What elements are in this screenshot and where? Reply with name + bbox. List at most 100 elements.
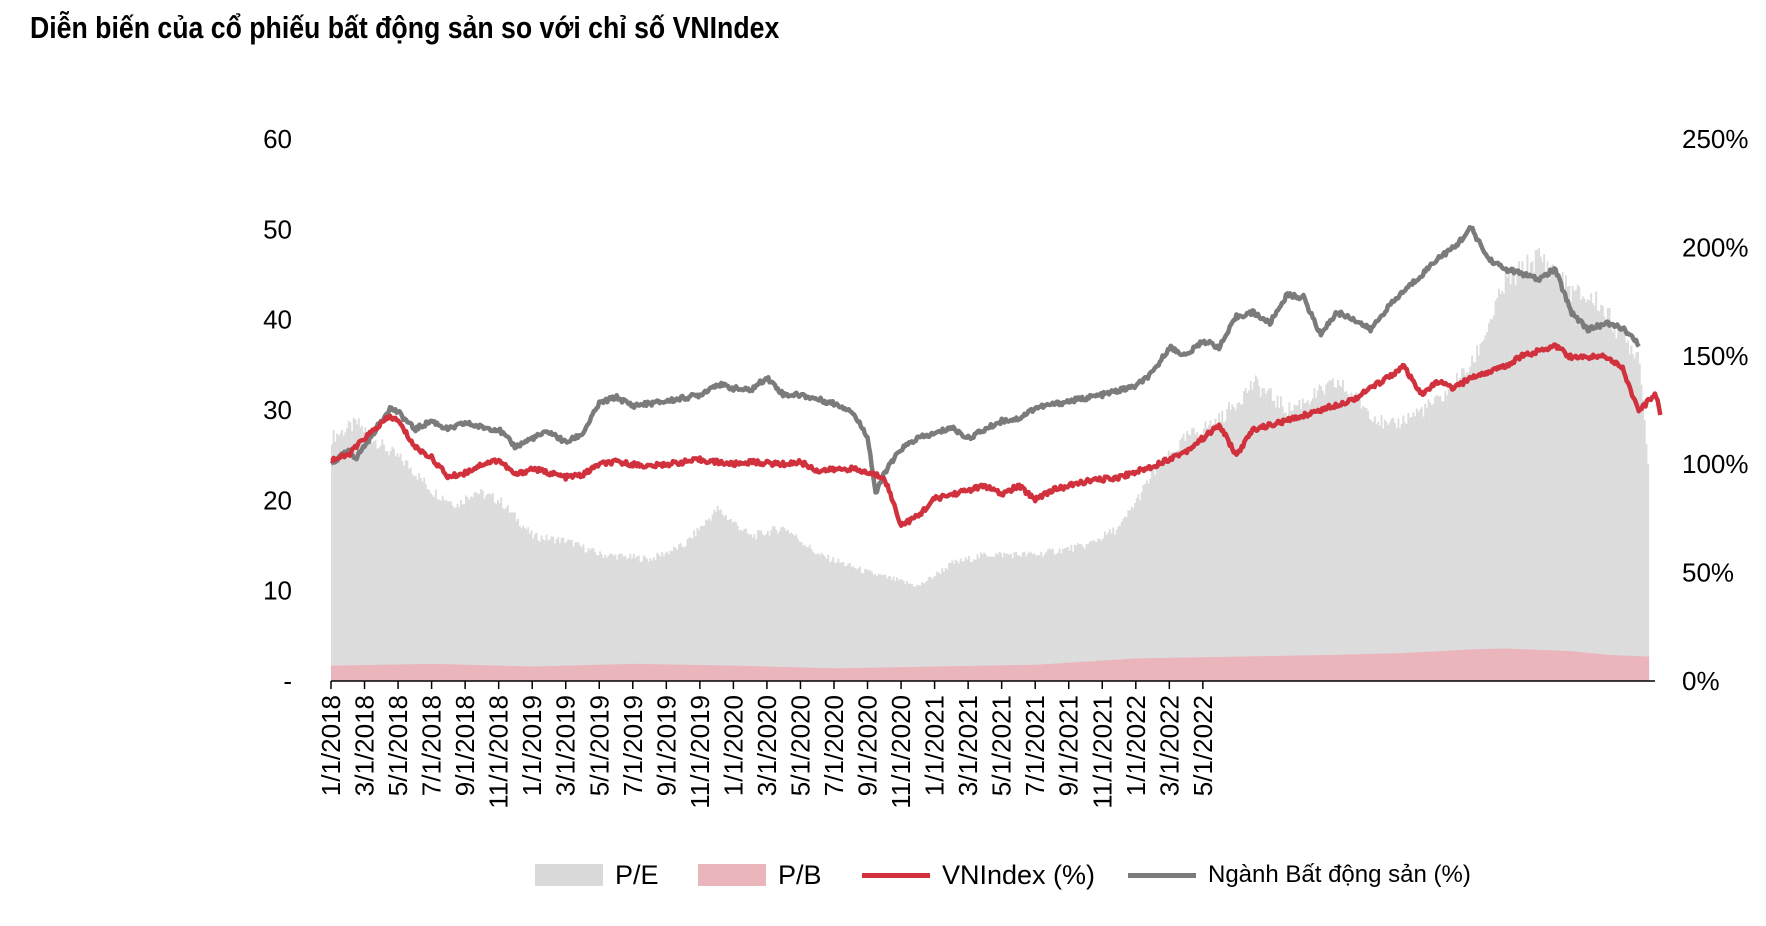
pe-bar xyxy=(1075,545,1078,681)
pb-bar xyxy=(1368,653,1371,681)
pb-bar xyxy=(1241,656,1244,681)
pb-bar xyxy=(1541,650,1544,681)
pe-bar xyxy=(1080,544,1083,681)
pb-bar xyxy=(396,664,399,681)
pe-bar xyxy=(1591,303,1594,681)
pb-bar xyxy=(1355,654,1358,681)
pb-bar xyxy=(803,667,806,681)
pe-bar xyxy=(567,539,570,681)
pb-bar xyxy=(1486,649,1489,681)
pb-bar xyxy=(860,667,863,681)
pb-bar xyxy=(562,665,565,681)
pb-bar xyxy=(631,663,633,681)
pe-bar xyxy=(963,561,965,681)
pb-bar xyxy=(1127,658,1130,681)
pe-bar xyxy=(1348,397,1351,681)
pb-bar xyxy=(461,664,464,681)
pb-bar xyxy=(1501,648,1504,681)
pe-bar xyxy=(944,568,947,681)
pe-bar xyxy=(1181,437,1183,681)
pb-bar xyxy=(798,667,801,681)
pb-bar xyxy=(723,665,726,681)
pb-bar xyxy=(698,665,701,681)
pb-bar xyxy=(874,667,877,681)
pe-bar xyxy=(512,512,514,681)
pe-bar xyxy=(1539,256,1542,681)
pb-bar xyxy=(652,664,655,681)
pe-bar xyxy=(1647,464,1650,681)
pb-bar xyxy=(991,665,994,681)
pe-bar xyxy=(820,552,823,681)
pb-bar xyxy=(1342,654,1344,681)
pb-bar xyxy=(1424,651,1427,681)
pe-bar xyxy=(1526,254,1529,681)
pb-bar xyxy=(1464,649,1467,681)
pe-bar xyxy=(1077,543,1079,681)
pb-bar xyxy=(331,665,333,681)
pb-bar xyxy=(1202,657,1205,681)
pe-bar xyxy=(1259,396,1262,681)
pb-bar xyxy=(1499,648,1502,681)
pb-bar xyxy=(1551,650,1554,681)
pb-bar xyxy=(1135,658,1138,681)
pb-bar xyxy=(1487,648,1490,681)
pe-bar xyxy=(1325,384,1328,681)
pb-bar xyxy=(1266,656,1269,681)
pb-bar xyxy=(1519,649,1522,681)
pb-bar xyxy=(1536,649,1539,681)
pe-bar xyxy=(475,492,478,681)
pb-bar xyxy=(725,665,727,681)
pb-bar xyxy=(924,666,927,681)
left-tick-label: 40 xyxy=(263,305,292,335)
pe-bar xyxy=(1112,527,1115,681)
pb-bar xyxy=(493,665,496,681)
pe-bar xyxy=(1580,299,1582,681)
pb-bar xyxy=(694,665,697,681)
pb-bar xyxy=(500,665,503,681)
pb-bar xyxy=(1169,657,1172,681)
pb-bar xyxy=(1476,649,1479,681)
pb-bar xyxy=(911,667,913,681)
pe-bar xyxy=(1635,352,1638,681)
pb-bar xyxy=(1310,655,1313,681)
pe-bar xyxy=(941,568,944,681)
pb-bar xyxy=(993,665,996,681)
pb-bar xyxy=(584,665,587,681)
pe-bar xyxy=(366,431,369,681)
pb-bar xyxy=(413,664,416,681)
pb-bar xyxy=(421,664,424,681)
pb-bar xyxy=(673,664,675,681)
pb-bar xyxy=(1075,662,1078,681)
pb-bar xyxy=(448,664,451,681)
pe-bar xyxy=(520,528,523,681)
pe-bar xyxy=(1142,484,1145,681)
pe-bar xyxy=(649,558,652,681)
pe-bar xyxy=(1269,388,1272,681)
pb-bar xyxy=(1472,649,1475,681)
pb-bar xyxy=(569,665,571,681)
pb-bar xyxy=(956,666,959,681)
pb-bar xyxy=(1610,655,1613,681)
pe-bar xyxy=(694,536,697,681)
pb-bar xyxy=(708,665,711,681)
pb-bar xyxy=(872,667,875,681)
pe-bar xyxy=(1536,249,1539,681)
pe-bar xyxy=(666,551,669,681)
pb-bar xyxy=(834,668,836,681)
pe-bar xyxy=(1498,288,1500,681)
pb-bar xyxy=(404,664,407,681)
pe-bar xyxy=(562,537,565,681)
legend-label-real-estate: Ngành Bất động sản (%) xyxy=(1208,861,1471,888)
pe-bar xyxy=(1405,424,1408,681)
pb-bar xyxy=(1632,656,1634,681)
pb-bar xyxy=(877,667,880,681)
pe-bar xyxy=(850,566,853,681)
pe-bar xyxy=(1365,407,1368,681)
pe-bar xyxy=(1000,552,1002,681)
left-tick-label: - xyxy=(283,666,292,696)
pb-bar xyxy=(792,667,794,681)
pb-bar xyxy=(810,667,813,681)
pe-bar xyxy=(912,586,915,681)
pb-bar xyxy=(419,664,422,681)
pb-bar xyxy=(827,668,830,681)
